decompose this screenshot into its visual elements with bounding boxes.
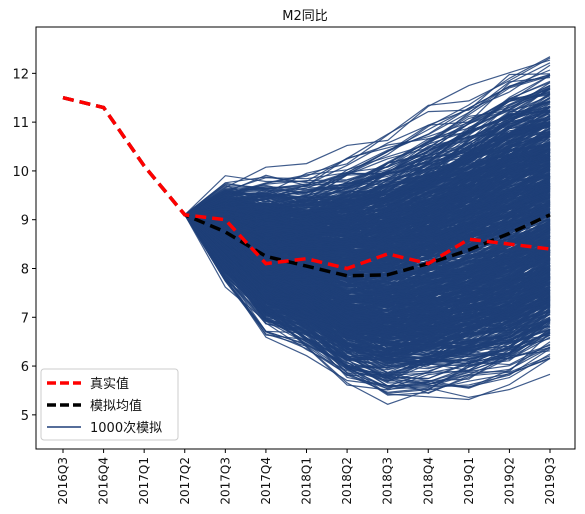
chart-title: M2同比 (282, 9, 328, 24)
x-tick-label: 2018Q2 (340, 457, 354, 505)
series-lines (62, 95, 551, 278)
simulation-path (184, 124, 551, 217)
simulation-path (184, 214, 551, 314)
simulation-path (184, 109, 551, 216)
simulation-path (184, 145, 551, 235)
simulation-path (184, 122, 551, 218)
simulation-path (184, 74, 551, 216)
plot-frame (35, 26, 576, 450)
simulation-path (184, 120, 551, 218)
x-tick-label: 2019Q3 (543, 457, 557, 505)
simulation-path (184, 59, 551, 216)
x-axis-ticks: 2016Q3 2016Q4 2017Q1 2017Q2 2017Q3 2017Q4 2018… (56, 449, 557, 505)
x-tick-label: 2016Q4 (97, 457, 111, 505)
x-tick-label: 2018Q3 (381, 457, 395, 505)
y-tick-label: 5 (21, 409, 29, 424)
y-tick-label: 9 (21, 214, 29, 229)
legend-box (40, 368, 179, 441)
simulation-path (184, 214, 551, 388)
simulation-path (184, 188, 551, 258)
simulation-path (184, 62, 551, 216)
simulation-path (184, 152, 551, 243)
simulation-path (184, 214, 551, 318)
x-tick-label: 2017Q4 (259, 457, 273, 505)
x-tick-label: 2017Q1 (137, 457, 151, 505)
simulation-path (184, 214, 551, 289)
simulation-path (184, 149, 551, 258)
simulation-path (184, 76, 551, 216)
simulation-path (184, 214, 551, 332)
x-tick-label: 2019Q2 (502, 457, 516, 505)
simulation-path (184, 106, 551, 220)
simulation-path (184, 176, 551, 262)
legend-label-actual: 真实值 (90, 376, 129, 392)
simulation-path (184, 214, 551, 366)
y-tick-label: 7 (21, 311, 29, 326)
simulation-path (184, 214, 551, 358)
simulation-path (184, 214, 551, 335)
simulation-path (184, 214, 551, 322)
y-tick-label: 11 (12, 116, 29, 131)
simulation-path (184, 161, 551, 250)
simulation-path (184, 157, 551, 247)
simulation-path (184, 80, 551, 216)
y-tick-label: 6 (21, 360, 29, 375)
simulation-path (184, 214, 551, 360)
simulation-path (184, 214, 551, 351)
simulation-path (184, 123, 551, 225)
simulation-path (184, 113, 551, 216)
simulation-path (184, 123, 551, 216)
series-line-actual (62, 95, 551, 271)
legend-label-mean: 模拟均值 (90, 398, 142, 414)
x-tick-label: 2016Q3 (56, 457, 70, 505)
simulation-path (184, 177, 551, 252)
legend: 真实值 模拟均值 1000次模拟 (40, 368, 179, 441)
simulation-path (184, 84, 551, 216)
y-tick-label: 12 (12, 67, 29, 82)
simulation-path (184, 187, 551, 261)
x-tick-label: 2017Q3 (218, 457, 232, 505)
simulation-path (184, 130, 551, 216)
x-tick-label: 2017Q2 (178, 457, 192, 505)
x-tick-label: 2018Q1 (300, 457, 314, 505)
x-tick-label: 2019Q1 (462, 457, 476, 505)
y-axis-ticks: 5 6 7 8 9 10 11 12 (12, 67, 36, 424)
legend-label-simulation: 1000次模拟 (90, 420, 162, 436)
simulation-path (184, 214, 551, 347)
simulation-path (184, 214, 551, 294)
simulation-path (184, 214, 551, 267)
y-tick-label: 8 (21, 262, 29, 277)
simulation-path (184, 214, 551, 395)
simulation-path (184, 155, 551, 235)
simulation-path (184, 214, 551, 347)
simulation-path (184, 214, 551, 355)
y-tick-label: 10 (12, 165, 29, 180)
x-tick-label: 2018Q4 (421, 457, 435, 505)
simulation-paths (184, 56, 551, 405)
simulation-path (184, 155, 551, 223)
